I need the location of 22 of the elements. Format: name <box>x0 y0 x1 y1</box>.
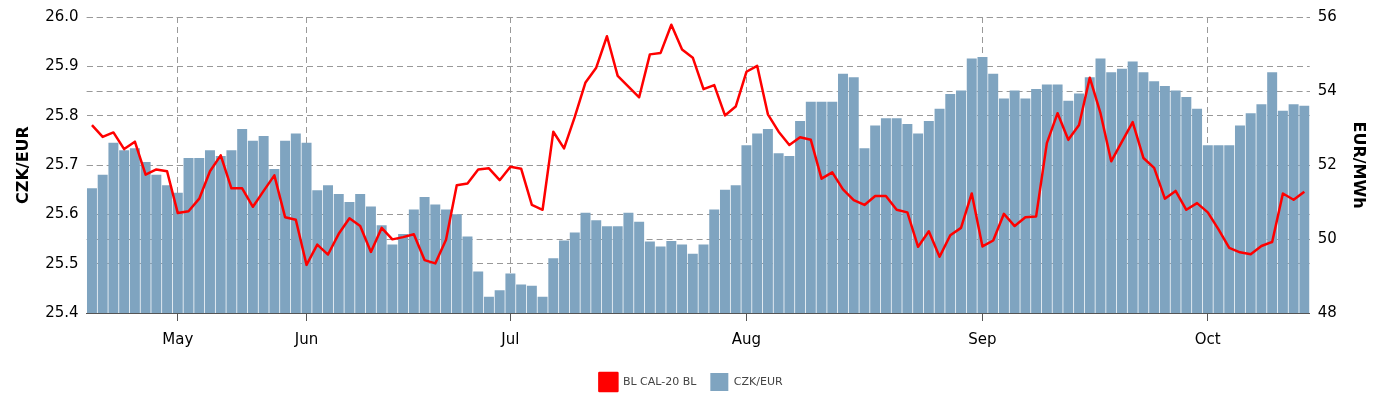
x-tick-label: Jun <box>293 329 319 348</box>
y-tick-label: 25.4 <box>45 302 79 321</box>
x-tick-label: Jul <box>500 329 520 348</box>
legend-label: CZK/EUR <box>733 374 783 388</box>
legend-label: BL CAL-20 BL <box>622 374 698 388</box>
y-tick-label: 25.5 <box>45 253 79 272</box>
y2-tick-label: 56 <box>1317 6 1337 25</box>
x-tick-label: Aug <box>731 329 762 348</box>
x-tick-label: Sep <box>968 329 997 348</box>
y2-tick-label: 54 <box>1317 80 1337 99</box>
y-tick-label: 25.8 <box>45 105 79 124</box>
y-tick-label: 25.7 <box>45 154 79 173</box>
y-tick-label: 25.9 <box>45 56 79 75</box>
y-tick-label: 25.6 <box>45 204 79 223</box>
y2-tick-label: 52 <box>1317 154 1337 173</box>
x-tick-label: Oct <box>1194 329 1221 348</box>
y2-axis-title: EUR/MWh <box>1350 121 1370 209</box>
y2-tick-label: 50 <box>1317 228 1337 247</box>
y2-tick-label: 48 <box>1317 302 1337 321</box>
y-tick-label: 26.0 <box>45 6 79 25</box>
x-tick-label: May <box>162 329 194 348</box>
y-axis-title: CZK/EUR <box>12 126 32 204</box>
